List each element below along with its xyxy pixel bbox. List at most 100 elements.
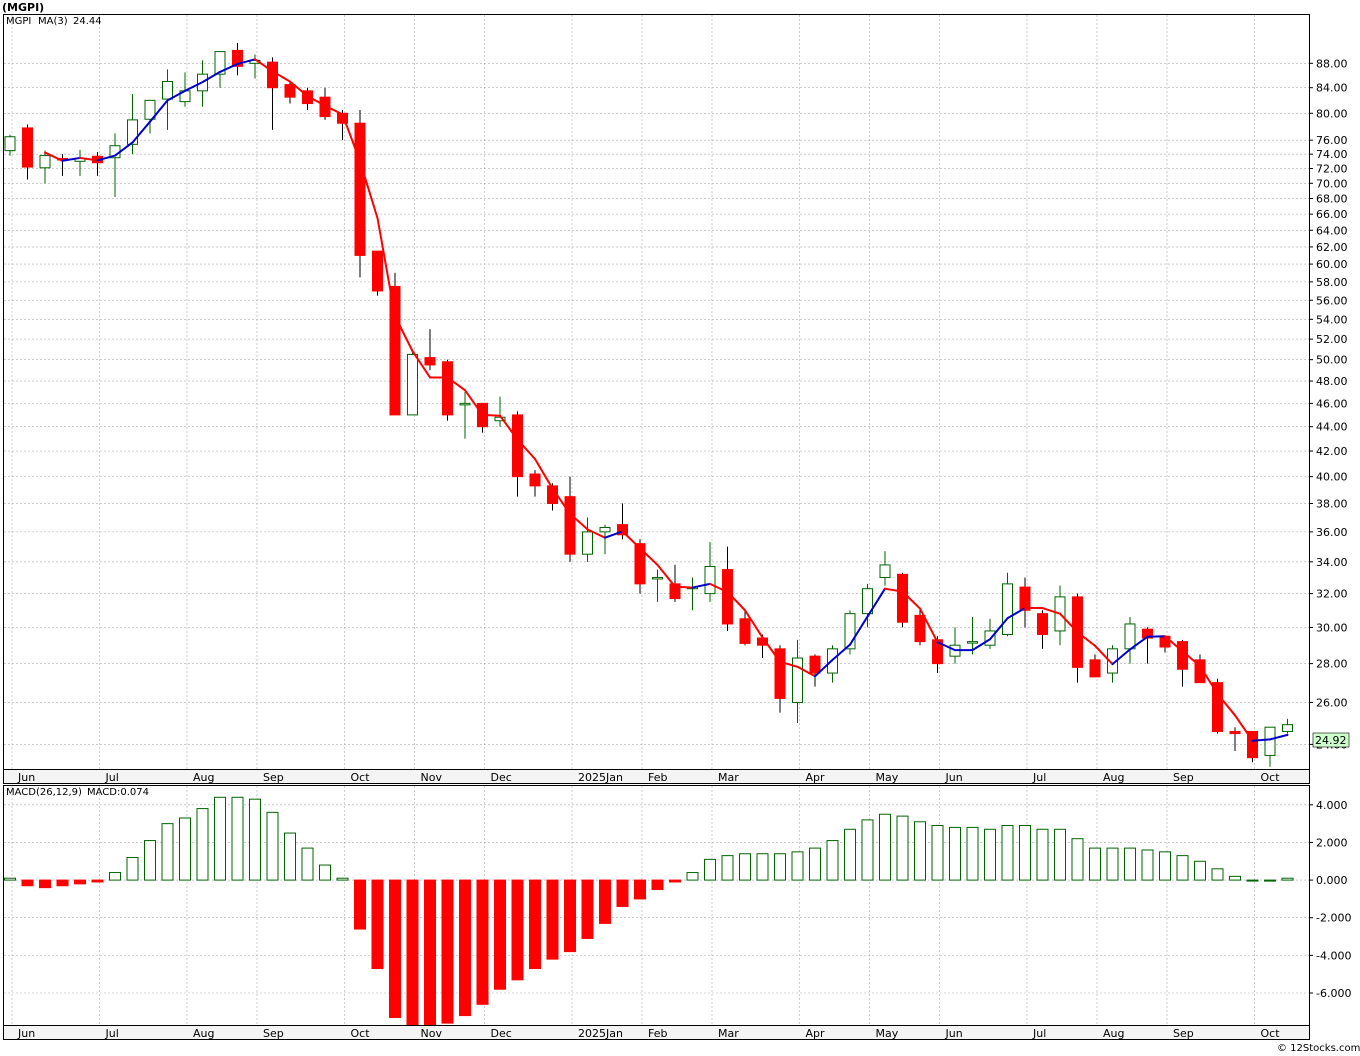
ma-segment <box>306 95 326 107</box>
ma-segment <box>691 582 711 589</box>
macd-bar <box>1229 875 1241 881</box>
ma-segment <box>796 665 816 678</box>
price-x-axis <box>3 769 1310 784</box>
ma-segment <box>1059 612 1079 634</box>
x-tick-label: Jun <box>17 771 35 784</box>
macd-bar <box>1089 847 1101 881</box>
candle-body-down <box>914 614 926 643</box>
candle <box>389 272 401 416</box>
ma-segment <box>621 530 641 550</box>
price-tick-label: 56.00 <box>1316 294 1348 307</box>
ma-segment <box>779 660 799 668</box>
macd-bar <box>774 853 786 881</box>
macd-bar <box>599 879 611 924</box>
macd-bar <box>756 853 769 881</box>
candle-body-down <box>1194 659 1206 684</box>
x-tick-label: Oct <box>1261 1027 1281 1040</box>
candle <box>424 329 436 371</box>
price-tick-label: 72.00 <box>1316 163 1348 176</box>
ma-segment <box>411 350 431 379</box>
legend-symbol: MGPI <box>6 16 31 27</box>
ma-segment <box>936 641 956 652</box>
x-tick-label: Jul <box>105 1027 119 1040</box>
macd-bar <box>931 825 944 881</box>
macd-bar <box>669 879 681 883</box>
macd-bar <box>529 879 541 970</box>
candle <box>652 569 663 602</box>
candle <box>914 610 926 646</box>
ma-segment <box>1269 733 1289 741</box>
candle-body-up <box>1264 726 1276 756</box>
x-tick-label: Nov <box>421 771 443 784</box>
x-tick-label: Dec <box>491 1027 512 1040</box>
ma-segment <box>1234 714 1254 742</box>
candle <box>1019 577 1031 628</box>
candle <box>319 87 331 120</box>
macd-bar <box>1281 877 1294 881</box>
candle-body-up <box>1282 724 1293 732</box>
price-tick-label: 74.00 <box>1316 148 1348 161</box>
ma-segment <box>656 563 676 588</box>
ma3-line <box>44 58 1289 742</box>
x-tick-label: Feb <box>648 771 667 784</box>
candle-body-down <box>634 543 646 585</box>
ma-segment <box>569 512 589 531</box>
candle <box>1247 730 1258 763</box>
price-tick-label: 28.00 <box>1316 658 1348 671</box>
ma-segment <box>1216 692 1236 717</box>
ma-segment <box>1041 607 1061 615</box>
candle <box>809 654 821 687</box>
price-tick-label: 84.00 <box>1316 82 1348 95</box>
ma-segment <box>1076 631 1096 647</box>
last-price-badge <box>1312 732 1350 748</box>
candle-body-down <box>809 655 821 674</box>
ma-segment <box>604 530 624 539</box>
candle <box>792 639 803 724</box>
x-tick-label: Aug <box>1103 771 1124 784</box>
price-tick-label: 88.00 <box>1316 57 1348 70</box>
macd-bar <box>336 877 349 881</box>
candle <box>22 124 33 180</box>
macd-bar <box>564 879 576 953</box>
ma-segment <box>481 413 501 417</box>
macd-bar <box>56 879 69 887</box>
ma-segment <box>989 617 1009 641</box>
x-tick-label: Oct <box>351 1027 371 1040</box>
watermark: © 12Stocks.com <box>1277 1043 1360 1054</box>
candle-body-up <box>862 588 873 615</box>
candle-body-up <box>704 565 716 595</box>
candle <box>1002 572 1013 637</box>
price-tick-label: 64.00 <box>1316 224 1348 237</box>
macd-bar <box>546 879 559 960</box>
macd-bar <box>1106 847 1119 881</box>
ma-segment <box>341 113 361 163</box>
macd-bar <box>21 879 34 887</box>
macd-bar <box>791 851 804 881</box>
price-tick-label: 52.00 <box>1316 333 1348 346</box>
ma-segment <box>761 636 781 663</box>
x-tick-label: May <box>876 1027 899 1040</box>
macd-bar <box>126 857 139 881</box>
price-tick-label: 62.00 <box>1316 241 1348 254</box>
macd-bar <box>144 840 156 881</box>
macd-tick-label: 0.000 <box>1316 874 1348 887</box>
candle <box>529 470 541 497</box>
ma-segment <box>709 582 729 593</box>
candle-body-up <box>144 99 156 120</box>
macd-bar <box>284 832 296 881</box>
candle <box>1282 718 1293 734</box>
candle-body-down <box>669 583 681 600</box>
ma-segment <box>271 70 291 83</box>
macd-tick-label: 2.000 <box>1316 836 1348 849</box>
ma-segment <box>1006 607 1026 620</box>
price-tick-label: 42.00 <box>1316 445 1348 458</box>
candle-body-down <box>897 573 908 623</box>
candle-body-up <box>879 564 891 578</box>
macd-bar <box>266 811 279 881</box>
ma-segment <box>586 528 606 539</box>
candle-body-down <box>1212 682 1223 732</box>
ma-segment <box>1129 635 1149 651</box>
macd-tick-label: -2.000 <box>1316 912 1351 925</box>
x-tick-label: Jul <box>105 771 119 784</box>
candle <box>1089 654 1101 678</box>
